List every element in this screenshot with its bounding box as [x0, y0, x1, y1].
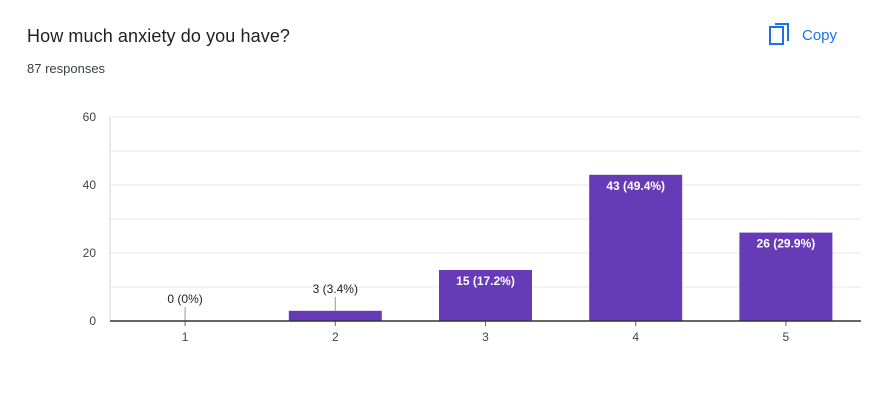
- x-tick-label: 4: [632, 330, 639, 344]
- bar[interactable]: [589, 174, 683, 321]
- copy-button[interactable]: Copy: [762, 18, 847, 52]
- y-tick-label: 20: [83, 246, 97, 260]
- x-tick-label: 1: [182, 330, 189, 344]
- data-label: 43 (49.4%): [606, 179, 665, 193]
- y-tick-label: 40: [83, 178, 97, 192]
- data-label: 26 (29.9%): [757, 237, 816, 251]
- copy-icon: [768, 22, 792, 48]
- x-tick-label: 5: [783, 330, 790, 344]
- question-title: How much anxiety do you have?: [27, 26, 291, 46]
- y-tick-label: 0: [89, 314, 96, 328]
- data-label: 3 (3.4%): [313, 282, 358, 296]
- data-label: 15 (17.2%): [456, 274, 515, 288]
- bar[interactable]: [739, 232, 833, 321]
- data-label: 0 (0%): [167, 292, 202, 306]
- response-count: 87 responses: [27, 61, 106, 76]
- bar[interactable]: [288, 310, 382, 321]
- x-tick-label: 3: [482, 330, 489, 344]
- bar[interactable]: [439, 270, 532, 321]
- x-tick-label: 2: [332, 330, 339, 344]
- copy-button-label: Copy: [802, 26, 838, 44]
- y-tick-label: 60: [83, 110, 97, 124]
